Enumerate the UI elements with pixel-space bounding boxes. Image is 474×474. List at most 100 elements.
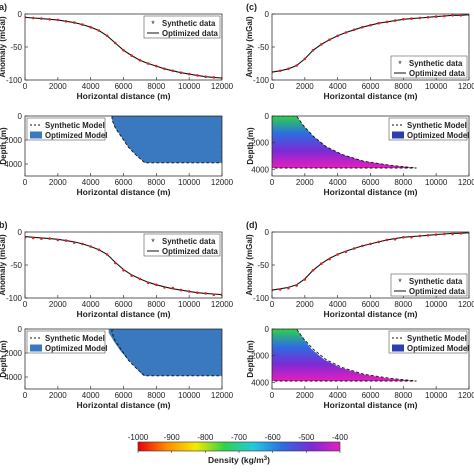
synthetic-data-point [287,286,290,290]
legend-entry-label: Optimized Model [407,344,469,353]
synthetic-data-point [393,238,397,241]
synthetic-data-point [443,232,446,236]
synthetic-data-point [114,261,117,265]
synthetic-data-point [295,284,298,287]
synthetic-data-point [97,248,101,252]
x-tick-label: 0 [270,178,275,187]
x-tick-label: 10000 [178,391,201,400]
x-tick-label: 8000 [394,391,412,400]
y-tick-label: -50 [10,43,22,52]
legend-marker-icon: * [398,277,402,287]
colorbar-tick-label: -800 [197,433,214,442]
x-tick-label: 6000 [115,82,133,91]
y-tick-label: 0 [18,112,23,121]
plot-area [272,116,417,169]
synthetic-data-point [40,237,43,240]
y-tick-label: 0 [265,112,270,121]
synthetic-data-point [31,236,35,240]
legend-entry-label: Synthetic data [409,277,463,286]
synthetic-data-point [393,19,397,22]
x-tick-label: 10000 [178,178,201,187]
x-tick-label: 8000 [147,178,165,187]
panel-b: 0 2000 4000 6000 8000 10000 12000 -100 -50 0 Horiz… [0,220,234,319]
y-axis-label: Anomaly (mGal) [0,234,7,296]
x-tick-label: 6000 [115,178,133,187]
x-axis-label: Horizontal distance (m) [324,91,418,101]
synthetic-data-point [97,29,101,32]
x-tick-label: 10000 [178,82,201,91]
plot-area [272,232,469,292]
synthetic-data-point [179,71,183,74]
synthetic-data-point [278,288,282,291]
x-tick-label: 8000 [147,391,165,400]
x-tick-label: 0 [23,391,28,400]
synthetic-data-point [418,16,422,20]
plot-area [272,329,417,382]
synthetic-data-point [171,286,175,290]
x-tick-label: 2000 [296,82,314,91]
legend-marker-icon: * [151,237,155,247]
x-tick-label: 0 [23,300,28,309]
y-tick-label: -50 [10,261,22,270]
synthetic-data-point [320,43,323,46]
synthetic-data-point [204,75,207,78]
synthetic-data-point [344,250,348,254]
panel-a: 0 2000 4000 6000 8000 10000 12000 -100 -50 0 Horiz… [0,2,234,101]
synthetic-data-point [48,237,51,240]
legend-box [26,330,106,354]
panel-c: 0 2000 4000 6000 8000 10000 12000 -100 -50 0 Horiz… [245,2,474,101]
synthetic-data-point [138,58,142,62]
synthetic-data-point [410,236,413,239]
synthetic-data-point [73,241,76,244]
x-tick-label: 8000 [394,300,412,309]
plot-area [108,329,222,377]
synthetic-model-outline [111,116,222,164]
synthetic-data-point [155,283,158,287]
synthetic-data-point [212,76,216,79]
legend-entry-label: Optimized Model [45,131,107,140]
x-tick-label: 6000 [362,300,380,309]
synthetic-data-point [320,262,323,266]
y-tick-label: -50 [257,43,269,52]
legend-entry-label: Synthetic Model [45,334,105,343]
x-tick-label: 0 [270,391,275,400]
x-tick-label: 4000 [82,82,100,91]
legend-box [388,117,468,141]
x-tick-label: 8000 [394,82,412,91]
x-tick-label: 4000 [82,178,100,187]
legend-entry-label: Synthetic data [409,59,463,68]
x-tick-label: 0 [270,82,275,91]
x-tick-label: 2000 [49,300,67,309]
x-tick-label: 2000 [49,391,67,400]
x-tick-label: 8000 [147,82,165,91]
synthetic-data-point [40,17,43,20]
x-tick-label: 12000 [211,82,234,91]
colorbar-tick-label: -500 [298,433,315,442]
synthetic-data-point [179,288,183,292]
synthetic-data-point [204,292,207,295]
legend-entry-label: Optimized Model [407,131,469,140]
synthetic-data-point [146,281,150,285]
y-tick-label: 4000 [4,160,22,169]
synthetic-data-point [426,15,430,19]
panel-c-model: 020004000600080001000012000020004000Hori… [246,112,474,197]
colorbar-tick-label: -400 [332,433,349,442]
x-tick-label: 10000 [425,300,448,309]
synthetic-data-point [56,18,60,22]
y-axis-label: Depth (m) [0,340,8,378]
panel-label: b) [0,220,8,230]
synthetic-data-point [311,49,315,52]
legend-fill-icon [392,131,404,139]
x-tick-label: 10000 [425,178,448,187]
colorbar-label-close: ) [267,455,270,465]
x-tick-label: 10000 [425,82,448,91]
y-tick-label: 4000 [251,378,269,387]
y-tick-label: -100 [6,294,23,303]
panel-b-model: 0 2000 4000 6000 8000 10000 12000020004000Hori… [0,325,234,410]
synthetic-data-point [146,62,150,65]
x-axis-label: Horizontal distance (m) [324,400,418,410]
